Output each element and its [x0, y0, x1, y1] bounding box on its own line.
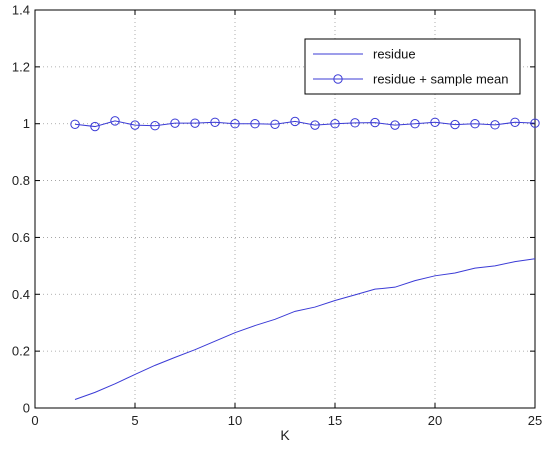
x-tick-label: 10: [228, 413, 242, 428]
data-point-residue-sample-mean: [490, 120, 500, 130]
series-line-residue-sample-mean: [74, 120, 536, 128]
data-point-residue-sample-mean: [410, 119, 420, 129]
plot-area: [34, 9, 536, 409]
y-tick-label: 0.2: [12, 344, 30, 359]
legend-box: [304, 38, 521, 95]
legend: residue residue + sample mean: [304, 38, 521, 95]
y-tick-label: 0.6: [12, 230, 30, 245]
data-point-residue-sample-mean: [450, 119, 460, 130]
data-point-residue-sample-mean: [290, 116, 300, 127]
x-tick-label: 15: [328, 413, 342, 428]
axis-ticks: 0 5 10 15 20 25 0 0.2 0.4 0.6 0.8 1 1.2 1.4: [12, 3, 542, 429]
y-tick-label: 0: [23, 401, 30, 416]
data-point-residue-sample-mean: [150, 121, 160, 131]
data-point-residue-sample-mean: [250, 119, 260, 129]
data-point-residue-sample-mean: [70, 119, 80, 129]
data-point-residue-sample-mean: [130, 120, 140, 130]
y-tick-label: 0.4: [12, 287, 30, 302]
x-tick-label: 5: [131, 413, 138, 428]
legend-label-residue-plus-sample-mean: residue + sample mean: [373, 72, 509, 87]
data-point-residue-sample-mean: [390, 120, 400, 130]
data-point-residue-sample-mean: [530, 118, 540, 128]
data-point-residue-sample-mean: [230, 119, 240, 129]
x-tick-label: 25: [528, 413, 542, 428]
data-point-residue-sample-mean: [470, 119, 480, 129]
data-point-residue-sample-mean: [190, 118, 200, 128]
data-point-residue-sample-mean: [510, 117, 520, 127]
data-point-residue-sample-mean: [210, 117, 220, 127]
data-point-residue-sample-mean: [330, 119, 340, 129]
y-tick-label: 1.4: [12, 3, 30, 18]
data-point-residue-sample-mean: [270, 119, 280, 129]
data-point-residue-sample-mean: [310, 120, 320, 130]
y-tick-label: 1.2: [12, 59, 30, 74]
data-point-residue-sample-mean: [170, 118, 180, 128]
data-point-residue-sample-mean: [90, 121, 100, 132]
x-tick-label: 20: [428, 413, 442, 428]
x-tick-label: 0: [31, 413, 38, 428]
data-point-residue-sample-mean: [350, 118, 360, 128]
data-point-residue-sample-mean: [110, 116, 120, 126]
y-tick-label: 0.8: [12, 173, 30, 188]
legend-marker-circle: [333, 74, 343, 84]
x-axis-label: K: [280, 427, 290, 443]
y-tick-label: 1: [23, 116, 30, 131]
data-point-residue-sample-mean: [430, 117, 440, 127]
data-point-residue-sample-mean: [370, 117, 380, 128]
series-group: [70, 116, 540, 400]
legend-label-residue: residue: [373, 47, 416, 62]
series-line-residue: [74, 258, 536, 400]
